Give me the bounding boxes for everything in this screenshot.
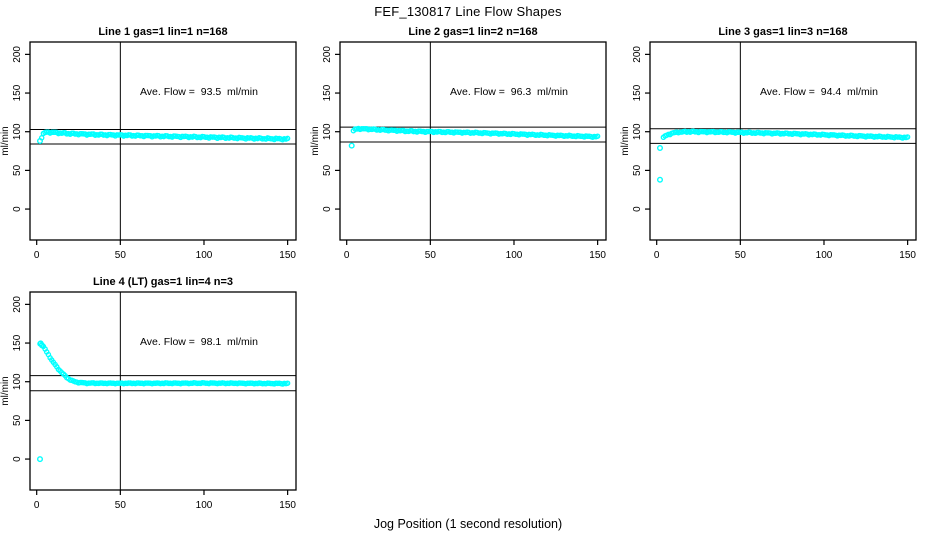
data-point <box>904 134 911 140</box>
y-tick-label: 150 <box>632 84 643 101</box>
ave-flow-annotation: Ave. Flow = 96.3 ml/min <box>450 86 568 98</box>
y-tick-label: 200 <box>12 46 23 63</box>
outlier-data-point <box>657 176 664 183</box>
y-tick-label: 100 <box>12 123 23 140</box>
data-point <box>284 135 291 142</box>
y-tick-label: 0 <box>322 206 333 212</box>
plot-box <box>29 291 297 491</box>
outlier-data-point <box>39 342 46 349</box>
subplot-3: Line 3 gas=1 lin=3 n=168 0 50 100 150 0 50 100 1… <box>620 26 917 261</box>
plot-box <box>339 41 607 241</box>
y-tick-label: 0 <box>12 206 23 212</box>
y-tick-label: 200 <box>322 46 333 63</box>
x-tick-label: 150 <box>279 250 296 261</box>
subplots-group: Line 1 gas=1 lin=1 n=168 0 50 100 150 0 50 100 1… <box>0 26 917 511</box>
y-axis-title: ml/min <box>310 126 321 155</box>
x-tick-label: 100 <box>196 250 213 261</box>
ave-flow-annotation: Ave. Flow = 93.5 ml/min <box>140 86 258 98</box>
subplot-2: Line 2 gas=1 lin=2 n=168 0 50 100 150 0 50 100 1… <box>310 26 607 261</box>
x-tick-label: 150 <box>589 250 606 261</box>
outlier-data-point <box>37 456 44 463</box>
y-tick-label: 200 <box>632 46 643 63</box>
y-tick-label: 100 <box>632 123 643 140</box>
ave-flow-annotation: Ave. Flow = 98.1 ml/min <box>140 336 258 348</box>
x-tick-label: 100 <box>816 250 833 261</box>
x-tick-label: 0 <box>34 500 40 511</box>
y-tick-label: 200 <box>12 296 23 313</box>
x-tick-label: 50 <box>425 250 437 261</box>
y-tick-label: 50 <box>322 164 333 176</box>
x-tick-label: 50 <box>115 250 127 261</box>
outlier-data-point <box>37 137 44 144</box>
y-tick-label: 50 <box>12 414 23 426</box>
x-axis-label: Jog Position (1 second resolution) <box>373 517 563 531</box>
x-tick-label: 50 <box>735 250 747 261</box>
outlier-data-point <box>348 142 355 149</box>
y-tick-label: 50 <box>12 164 23 176</box>
y-tick-label: 150 <box>322 84 333 101</box>
y-axis-title: ml/min <box>620 126 631 155</box>
x-tick-label: 0 <box>34 250 40 261</box>
x-tick-label: 100 <box>196 500 213 511</box>
y-axis-title: ml/min <box>0 126 11 155</box>
y-tick-label: 0 <box>632 206 643 212</box>
subplot-title: Line 3 gas=1 lin=3 n=168 <box>718 26 847 38</box>
figure-title: FEF_130817 Line Flow Shapes <box>374 4 562 19</box>
x-tick-label: 0 <box>654 250 660 261</box>
x-tick-label: 0 <box>344 250 350 261</box>
plot-box <box>29 41 297 241</box>
ave-flow-annotation: Ave. Flow = 94.4 ml/min <box>760 86 878 98</box>
outlier-data-point <box>657 144 664 151</box>
y-tick-label: 50 <box>632 164 643 176</box>
x-tick-label: 50 <box>115 500 127 511</box>
y-tick-label: 150 <box>12 334 23 351</box>
x-tick-label: 150 <box>279 500 296 511</box>
y-tick-label: 150 <box>12 84 23 101</box>
plot-box <box>649 41 917 241</box>
data-point <box>594 133 601 139</box>
y-tick-label: 100 <box>12 373 23 390</box>
subplot-title: Line 2 gas=1 lin=2 n=168 <box>408 26 537 38</box>
subplot-4: Line 4 (LT) gas=1 lin=4 n=3 0 50 100 150 0 50 1… <box>0 276 297 511</box>
y-axis-title: ml/min <box>0 376 11 405</box>
y-tick-label: 100 <box>322 123 333 140</box>
x-tick-label: 150 <box>899 250 916 261</box>
subplot-1: Line 1 gas=1 lin=1 n=168 0 50 100 150 0 50 100 1… <box>0 26 297 261</box>
subplot-title: Line 1 gas=1 lin=1 n=168 <box>98 26 227 38</box>
x-tick-label: 100 <box>506 250 523 261</box>
subplot-title: Line 4 (LT) gas=1 lin=4 n=3 <box>93 276 233 288</box>
y-tick-label: 0 <box>12 456 23 462</box>
data-point <box>284 380 291 386</box>
